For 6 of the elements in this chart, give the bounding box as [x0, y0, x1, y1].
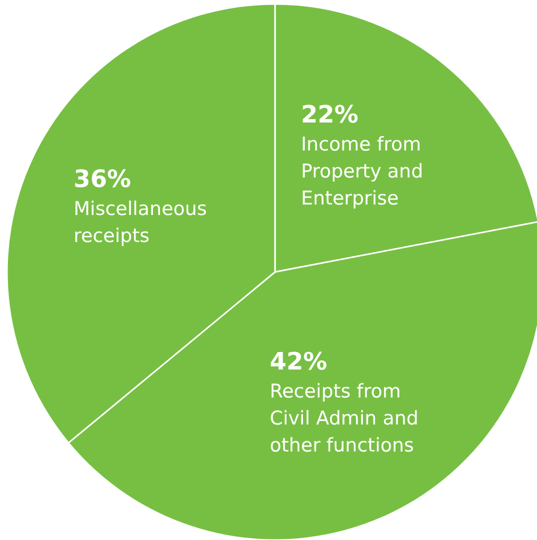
data-label: 22% — [300, 100, 358, 128]
slice-label: Miscellaneous receipts — [74, 198, 207, 247]
slice-label: Income from Property and Enterprise — [300, 133, 424, 210]
slice-label: Receipts from Civil Admin and other functions — [270, 380, 418, 456]
data-label: 42% — [270, 347, 328, 376]
data-label: 36% — [74, 164, 132, 193]
